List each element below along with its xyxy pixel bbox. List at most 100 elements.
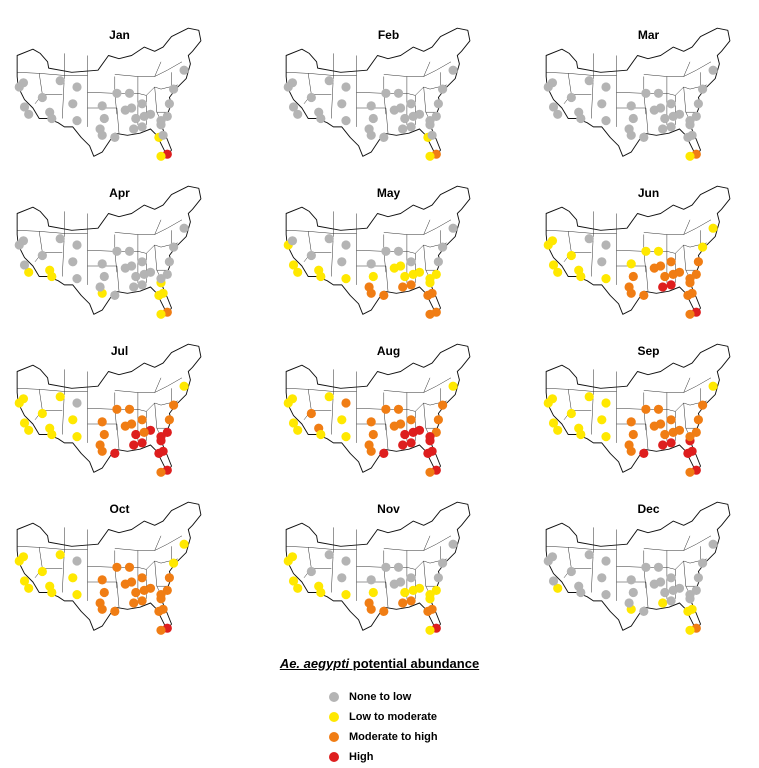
site-dot-salt-lake-city bbox=[55, 234, 65, 244]
site-dot-albuquerque bbox=[68, 99, 78, 109]
state-border bbox=[39, 547, 65, 593]
state-border bbox=[308, 389, 334, 435]
site-dot-jackson bbox=[660, 429, 670, 440]
site-dot-tucson bbox=[316, 271, 326, 282]
state-border bbox=[616, 107, 649, 134]
site-dot-san-diego bbox=[553, 267, 563, 277]
site-dot-mobile bbox=[406, 122, 416, 132]
site-dot-oklahoma-city bbox=[626, 259, 636, 269]
legend-swatch-moderate bbox=[329, 732, 339, 742]
site-dot-houston bbox=[639, 448, 649, 458]
site-dot-savannah bbox=[425, 432, 435, 442]
site-dot-oklahoma-city bbox=[97, 101, 107, 111]
site-dot-key-west bbox=[685, 309, 695, 319]
site-dot-raleigh bbox=[693, 573, 703, 583]
state-border bbox=[616, 265, 649, 292]
site-dot-las-vegas bbox=[306, 92, 316, 103]
site-dot-nashville bbox=[666, 415, 676, 425]
site-dot-san-diego bbox=[293, 109, 303, 119]
site-dot-sacramento bbox=[18, 236, 29, 246]
site-dot-savannah bbox=[685, 116, 695, 126]
site-dot-birmingham bbox=[139, 427, 149, 437]
site-dot-raleigh bbox=[164, 573, 174, 583]
site-dot-orlando bbox=[158, 446, 168, 456]
site-dot-san-diego bbox=[24, 583, 34, 593]
site-dot-dallas bbox=[368, 271, 378, 282]
site-dot-austin bbox=[624, 598, 634, 608]
site-dot-san-diego bbox=[293, 267, 303, 277]
site-dot-little-rock bbox=[649, 263, 659, 273]
site-dot-orlando bbox=[687, 130, 697, 140]
site-dot-kansas-city bbox=[381, 562, 391, 572]
site-dot-orlando bbox=[427, 446, 437, 456]
map-panel-may: May bbox=[281, 170, 516, 322]
site-dot-little-rock bbox=[120, 105, 130, 115]
site-dot-salt-lake-city bbox=[324, 550, 334, 560]
us-map bbox=[283, 27, 471, 161]
site-dot-savannah bbox=[156, 274, 166, 284]
site-dot-jackson bbox=[131, 113, 141, 124]
site-dot-el-paso bbox=[341, 432, 351, 442]
site-dot-mobile bbox=[666, 438, 676, 448]
site-dot-birmingham bbox=[408, 585, 418, 595]
monthly-maps-grid: Jan Feb Mar Apr May Jun Jul Aug Sep Oct Nov Dec bbox=[14, 27, 731, 635]
site-dot-sacramento bbox=[547, 394, 558, 404]
state-border bbox=[406, 219, 431, 235]
site-dot-mobile bbox=[137, 438, 147, 448]
site-dot-nashville bbox=[406, 573, 416, 583]
site-dot-tucson bbox=[576, 271, 586, 282]
us-map bbox=[543, 343, 731, 477]
site-dot-los-angeles bbox=[19, 418, 30, 428]
site-dot-washington-dc bbox=[438, 242, 448, 252]
site-dot-nashville bbox=[666, 573, 676, 583]
state-border bbox=[593, 391, 617, 443]
us-map bbox=[14, 27, 202, 161]
state-border bbox=[406, 377, 431, 393]
month-label: Jul bbox=[110, 344, 129, 358]
site-dot-salt-lake-city bbox=[584, 76, 594, 86]
state-border bbox=[137, 219, 162, 235]
site-dot-st-louis bbox=[653, 562, 664, 572]
month-label: Oct bbox=[109, 502, 130, 516]
site-dot-oklahoma-city bbox=[626, 101, 636, 111]
site-dot-st-louis bbox=[393, 88, 404, 98]
site-dot-jackson bbox=[400, 429, 410, 440]
site-dot-little-rock bbox=[389, 105, 399, 115]
us-map bbox=[543, 501, 731, 635]
site-dot-oklahoma-city bbox=[97, 575, 107, 585]
site-dot-albuquerque bbox=[337, 99, 347, 109]
site-dot-nashville bbox=[666, 99, 676, 109]
site-dot-denver bbox=[601, 240, 611, 250]
site-dot-key-west bbox=[685, 625, 695, 635]
site-dot-denver bbox=[72, 556, 82, 566]
site-dot-raleigh bbox=[164, 415, 174, 425]
site-dot-key-west bbox=[425, 309, 435, 319]
site-dot-raleigh bbox=[693, 257, 703, 267]
site-dot-sacramento bbox=[18, 78, 29, 88]
site-dot-san-diego bbox=[293, 583, 303, 593]
site-dot-nashville bbox=[137, 257, 147, 267]
site-dot-salt-lake-city bbox=[55, 76, 65, 86]
site-dot-jackson bbox=[131, 271, 141, 282]
site-dot-jackson bbox=[400, 113, 410, 124]
site-dot-mobile bbox=[666, 596, 676, 606]
site-dot-austin bbox=[364, 124, 374, 134]
state-border bbox=[406, 61, 431, 77]
site-dot-albuquerque bbox=[597, 415, 607, 425]
site-dot-kansas-city bbox=[381, 88, 391, 98]
site-dot-little-rock bbox=[649, 105, 659, 115]
site-dot-el-paso bbox=[601, 590, 611, 600]
month-label: Mar bbox=[637, 28, 660, 42]
site-dot-nashville bbox=[666, 257, 676, 267]
site-dot-savannah bbox=[156, 432, 166, 442]
site-dot-new-york bbox=[448, 381, 458, 391]
state-border bbox=[616, 581, 649, 608]
site-dot-denver bbox=[601, 398, 611, 408]
site-dot-birmingham bbox=[668, 269, 678, 279]
site-dot-las-vegas bbox=[566, 92, 576, 103]
site-dot-new-york bbox=[708, 539, 718, 549]
site-dot-houston bbox=[379, 132, 389, 142]
month-label: Feb bbox=[377, 28, 400, 42]
site-dot-raleigh bbox=[433, 99, 443, 109]
site-dot-washington-dc bbox=[438, 84, 448, 94]
